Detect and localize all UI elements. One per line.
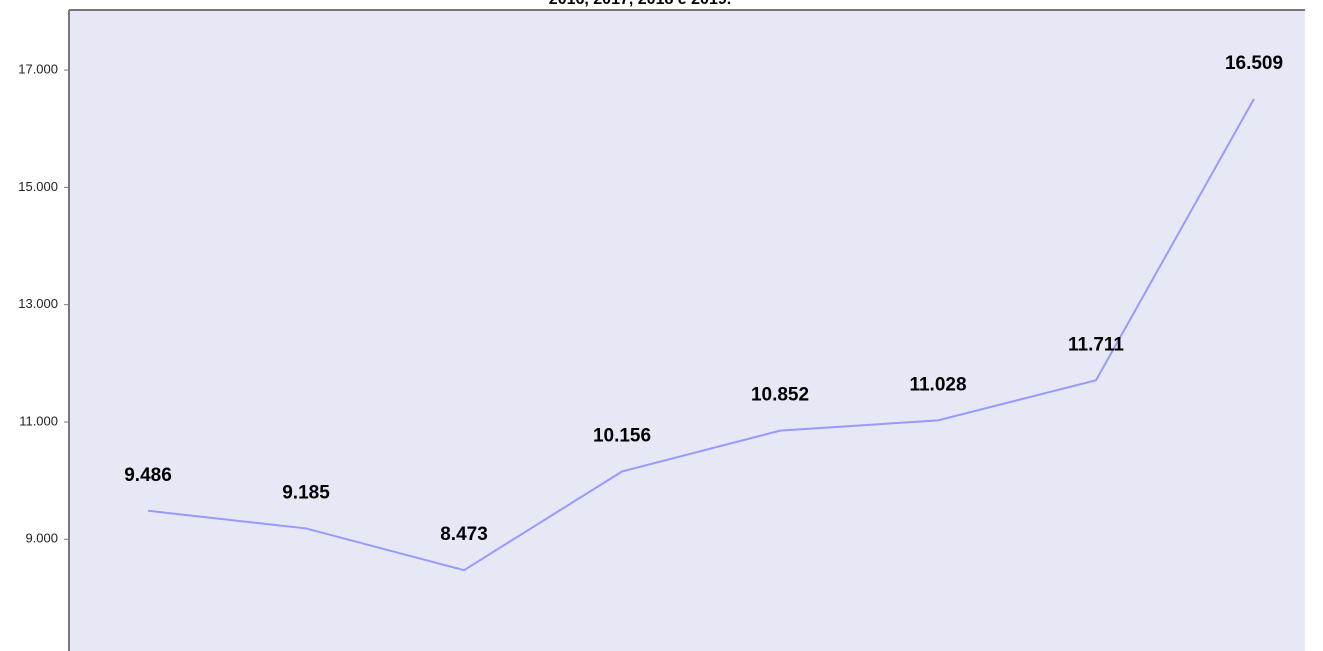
plot-area [69,10,1305,651]
data-label: 11.711 [1068,334,1124,355]
y-tick-label: 17.000 [18,61,58,76]
y-tick-label: 7.000 [25,648,58,651]
data-label: 11.028 [909,374,966,395]
y-tick-label: 11.000 [19,413,58,428]
data-label: 9.185 [282,482,330,503]
y-tick-label: 15.000 [18,179,58,194]
line [147,98,1255,572]
y-tick-label: 9.000 [25,531,58,546]
y-tick-label: 13.000 [18,296,58,311]
chart-title: 2016, 2017, 2018 e 2019. [549,0,731,8]
data-label: 16.509 [1225,53,1283,74]
data-label: 8.473 [440,524,488,545]
data-label: 10.852 [751,385,809,406]
data-label: 9.486 [124,465,172,486]
data-label: 10.156 [593,426,651,447]
